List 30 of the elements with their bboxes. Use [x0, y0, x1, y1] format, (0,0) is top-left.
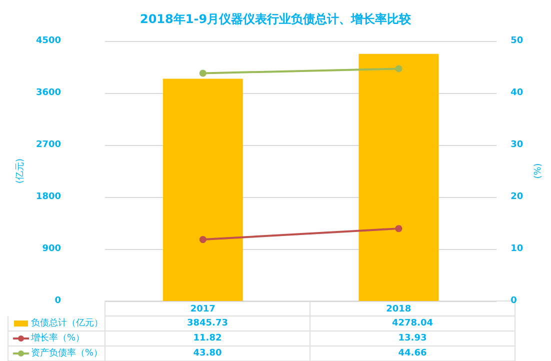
- data-label: 11.82: [193, 334, 222, 344]
- legend-label: 资产负债率（%）: [31, 348, 103, 358]
- legend-label: 负债总计（亿元）: [31, 318, 103, 328]
- y-tick-label: 900: [42, 244, 61, 254]
- data-label: 13.93: [398, 334, 427, 344]
- data-label: 43.80: [193, 348, 222, 358]
- point: [199, 236, 206, 244]
- chart-title: 2018年1-9月仪器仪表行业负债总计、增长率比较: [140, 12, 412, 26]
- data-label: 3845.73: [187, 318, 228, 328]
- y2-tick-label: 10: [510, 244, 524, 254]
- x-tick-label: 2018: [386, 304, 412, 314]
- y2-tick-label: 40: [510, 88, 524, 98]
- y2-tick-label: 20: [510, 192, 524, 202]
- point: [395, 65, 402, 72]
- y2-tick-label: 50: [510, 36, 524, 46]
- y-tick-label: 3600: [36, 88, 61, 98]
- y2-axis-title: (%): [534, 163, 544, 179]
- legend-label: 增长率（%）: [30, 332, 85, 344]
- y-axis-title: (亿元): [14, 158, 26, 184]
- point: [395, 225, 402, 232]
- data-label: 44.66: [398, 348, 427, 358]
- y2-tick-label: 30: [510, 140, 524, 150]
- y-tick-label: 1800: [36, 192, 61, 202]
- y-tick-label: 0: [54, 296, 61, 306]
- y2-tick-label: 0: [510, 296, 517, 306]
- y-tick-label: 2700: [36, 140, 61, 150]
- point: [199, 70, 206, 77]
- data-label: 4278.04: [392, 318, 433, 328]
- y-tick-label: 4500: [36, 36, 61, 46]
- x-tick-label: 2017: [190, 304, 216, 314]
